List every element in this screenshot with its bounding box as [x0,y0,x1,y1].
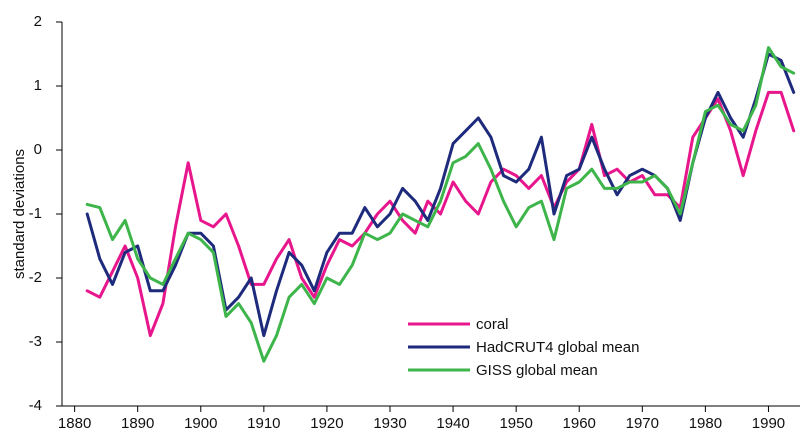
x-tick-label: 1920 [310,415,343,432]
y-tick-label: -3 [29,333,42,350]
x-tick-label: 1880 [58,415,91,432]
y-tick-label: -4 [29,397,42,414]
x-tick-label: 1890 [121,415,154,432]
y-tick-label: -2 [29,269,42,286]
x-tick-label: 1990 [752,415,785,432]
x-tick-label: 1940 [436,415,469,432]
x-tick-label: 1910 [247,415,280,432]
y-tick-label: 2 [34,13,42,30]
series-line [85,90,796,338]
series-line [85,46,796,363]
y-tick-label: 1 [34,77,42,94]
y-tick-label: -1 [29,205,42,222]
x-tick-label: 1950 [499,415,532,432]
legend-label: coral [476,316,509,333]
x-tick-label: 1930 [373,415,406,432]
x-tick-label: 1970 [626,415,659,432]
x-tick-label: 1960 [563,415,596,432]
x-tick-label: 1900 [184,415,217,432]
x-tick-label: 1980 [689,415,722,432]
y-tick-label: 0 [34,141,42,158]
legend-label: GISS global mean [476,362,598,379]
legend-label: HadCRUT4 global mean [476,339,639,356]
series-line [85,52,796,338]
y-axis-label: standard deviations [11,149,28,279]
